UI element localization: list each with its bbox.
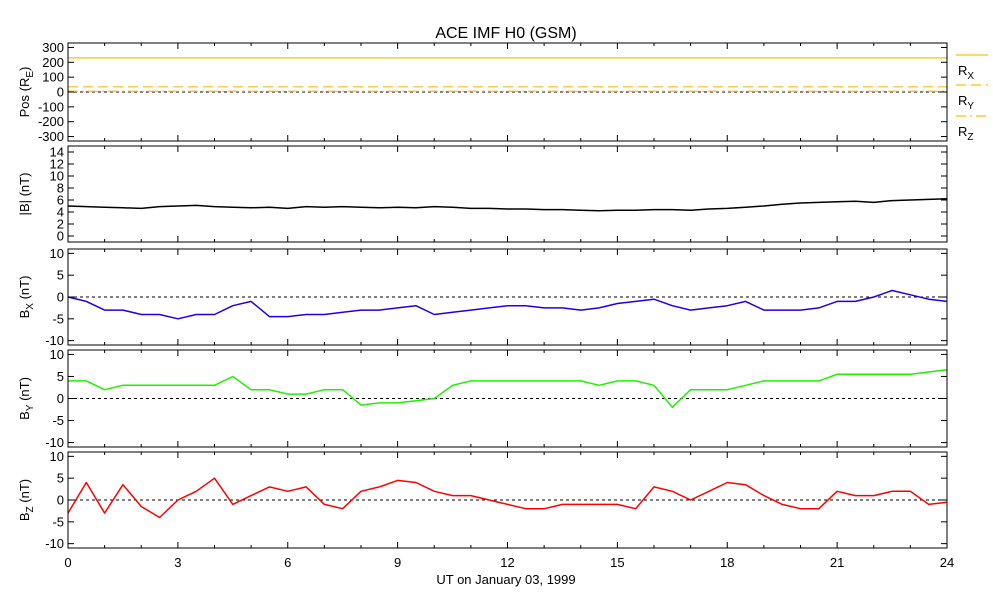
y-tick-label: 0 (57, 493, 64, 508)
y-tick-label: 4 (57, 205, 64, 220)
legend-label-rz: RZ (958, 124, 974, 143)
y-axis-label: |B| (nT) (17, 173, 32, 216)
y-axis-label: BZ (nT) (17, 479, 36, 521)
y-tick-label: 0 (57, 391, 64, 406)
y-tick-label: 10 (50, 246, 64, 261)
x-tick-label: 24 (940, 555, 954, 570)
x-tick-label: 18 (720, 555, 734, 570)
y-tick-label: -5 (52, 413, 64, 428)
series-line (67, 289, 948, 320)
legend-label-main: R (958, 63, 967, 78)
legend-label-ry: RY (958, 93, 974, 112)
series-line (68, 369, 948, 409)
y-axis-label-main: B (17, 310, 32, 319)
legend-label-sub: X (967, 71, 974, 82)
y-tick-label: 200 (42, 55, 64, 70)
y-tick-label: -300 (38, 129, 64, 144)
y-axis-label-sub: E (25, 71, 36, 78)
x-tick-label: 6 (284, 555, 291, 570)
y-tick-label: -200 (38, 114, 64, 129)
x-tick-label: 15 (610, 555, 624, 570)
series-line (67, 198, 948, 212)
y-tick-label: 0 (57, 85, 64, 100)
y-axis-label: BY (nT) (17, 377, 36, 420)
series-line (67, 477, 948, 519)
x-tick-label: 12 (500, 555, 514, 570)
y-axis-label-end: ) (17, 67, 32, 71)
y-tick-label: -5 (52, 311, 64, 326)
x-tick-label: 9 (394, 555, 401, 570)
y-axis-label-end: (nT) (17, 276, 32, 303)
y-tick-label: 6 (57, 193, 64, 208)
y-axis-label-sub: Y (25, 404, 36, 411)
y-tick-label: -10 (45, 536, 64, 551)
y-tick-label: -10 (45, 333, 64, 348)
y-axis-label-sub: Z (25, 506, 36, 512)
y-tick-label: 2 (57, 217, 64, 232)
y-axis-label-main: B (17, 411, 32, 420)
y-tick-label: 5 (57, 471, 64, 486)
y-tick-label: 5 (57, 268, 64, 283)
y-tick-label: -10 (45, 435, 64, 450)
y-axis-label-main: |B| (nT) (17, 173, 32, 216)
panel-3: 10 5 0 -5 -10 BY (nT) (17, 347, 948, 450)
x-axis-label: UT on January 03, 1999 (436, 572, 575, 587)
y-tick-label: 0 (57, 290, 64, 305)
y-tick-label: 300 (42, 40, 64, 55)
y-axis-label-main: B (17, 512, 32, 521)
x-tick-label: 3 (174, 555, 181, 570)
chart-title: ACE IMF H0 (GSM) (435, 25, 576, 42)
y-tick-label: -100 (38, 99, 64, 114)
legend-label-rx: RX (958, 63, 974, 82)
y-axis-label: Pos (RE) (17, 67, 36, 118)
y-tick-label: 0 (57, 229, 64, 244)
y-axis-label-end: (nT) (17, 479, 32, 506)
y-tick-label: 12 (50, 157, 64, 172)
x-tick-label: 21 (830, 555, 844, 570)
y-axis-label: BX (nT) (17, 276, 36, 319)
panel-2: 10 5 0 -5 -10 BX (nT) (17, 246, 948, 348)
y-tick-label: 100 (42, 70, 64, 85)
y-axis-label-end: (nT) (17, 377, 32, 404)
y-tick-label: -5 (52, 514, 64, 529)
panel-frame (67, 145, 948, 243)
y-tick-label: 14 (50, 145, 64, 160)
panel-4: 10 5 0 -5 -10 BZ (nT) (17, 449, 948, 551)
y-tick-label: 5 (57, 369, 64, 384)
y-tick-label: 10 (50, 347, 64, 362)
y-tick-label: 10 (50, 449, 64, 464)
y-axis-label-sub: X (25, 303, 36, 310)
y-tick-label: 8 (57, 181, 64, 196)
y-tick-label: 10 (50, 169, 64, 184)
y-axis-label-main: Pos (R (17, 78, 32, 118)
legend-label-sub: Z (967, 132, 973, 143)
legend-label-main: R (958, 93, 967, 108)
legend-label-sub: Y (967, 101, 974, 112)
legend-label-main: R (958, 124, 967, 139)
x-tick-label: 0 (64, 555, 71, 570)
